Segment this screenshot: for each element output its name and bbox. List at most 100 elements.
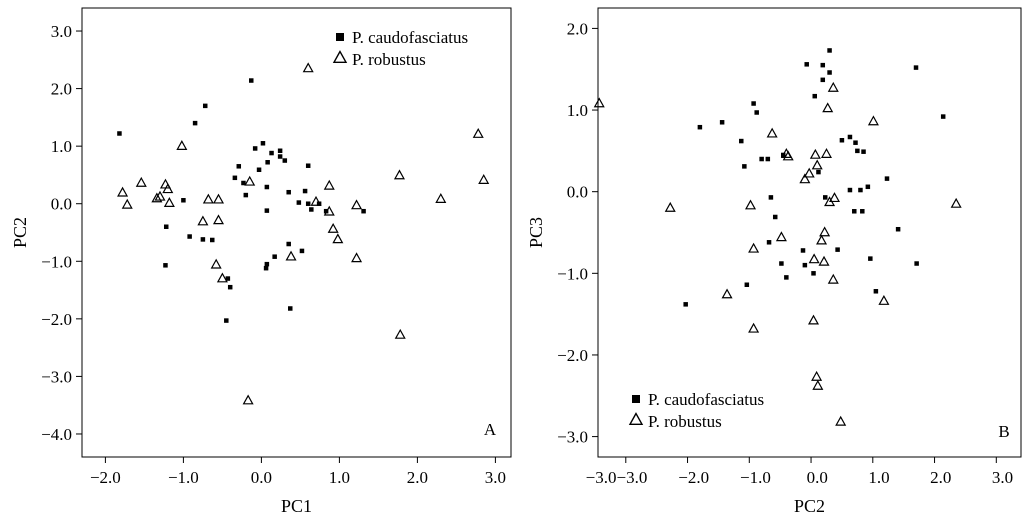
data-point-triangle — [828, 192, 841, 203]
data-point-triangle — [163, 197, 175, 207]
data-point-triangle — [302, 62, 314, 73]
data-point-triangle — [393, 169, 405, 180]
data-point-square — [816, 169, 821, 175]
data-point-square — [766, 240, 772, 245]
data-point-triangle — [809, 148, 821, 159]
data-point-square — [751, 101, 756, 106]
legend-triangle-marker — [332, 50, 348, 64]
data-point-square — [256, 167, 262, 173]
x-tick-label: −3.0 — [617, 468, 648, 487]
data-point-triangle — [766, 127, 778, 138]
data-point-triangle — [799, 173, 811, 184]
data-point-triangle — [212, 214, 225, 225]
data-point-square — [269, 150, 274, 156]
series-p-robustus — [117, 62, 490, 405]
data-point-triangle — [950, 197, 962, 208]
panel-b-scatter-plot: −3.0−2.0−1.00.01.02.0−3.0 −3.0 −2.0 −1.0 0.0… — [526, 7, 1022, 516]
data-point-triangle — [323, 179, 335, 190]
data-point-square — [296, 200, 302, 205]
x-tick-label: 1.0 — [329, 468, 350, 487]
data-point-triangle — [244, 175, 256, 186]
data-point-triangle — [811, 159, 823, 170]
series-p-robustus — [593, 81, 962, 426]
x-tick-label: 3.0 — [485, 468, 506, 487]
data-point-square — [895, 226, 901, 232]
data-point-square — [163, 263, 168, 268]
y-tick-label: 3.0 — [51, 22, 72, 41]
data-point-triangle — [748, 322, 760, 333]
data-point-square — [282, 158, 288, 163]
data-point-square — [940, 114, 946, 119]
x-tick-label: −2.0 — [90, 468, 121, 487]
data-point-square — [784, 275, 789, 280]
y-tick-label: −2.0 — [557, 346, 588, 365]
data-point-square — [800, 248, 806, 253]
data-point-triangle — [242, 394, 254, 405]
data-point-square — [914, 261, 919, 266]
y-tick-label: 2.0 — [51, 80, 72, 99]
data-point-square — [277, 154, 283, 159]
data-point-triangle — [818, 255, 830, 266]
data-point-triangle — [117, 186, 129, 197]
data-point-triangle — [351, 252, 363, 263]
data-point-square — [227, 284, 233, 290]
data-point-square — [802, 262, 808, 268]
legend-square-marker — [336, 33, 344, 41]
x-tick-label: 0.0 — [807, 468, 828, 487]
data-point-square — [913, 65, 919, 70]
data-point-square — [827, 70, 832, 75]
data-point-triangle — [803, 167, 815, 178]
y-axis-title: PC2 — [10, 217, 30, 248]
data-point-square — [744, 282, 750, 287]
data-point-square — [765, 156, 771, 162]
data-point-square — [860, 209, 865, 214]
y-tick-label: −1.0 — [41, 252, 72, 271]
data-point-square — [323, 208, 329, 214]
legend-label: P. caudofasciatus — [648, 390, 764, 409]
data-point-square — [305, 201, 311, 206]
x-tick-label: 3.0 — [992, 468, 1013, 487]
data-point-triangle — [202, 193, 214, 204]
data-point-triangle — [827, 81, 839, 92]
data-point-square — [861, 149, 866, 154]
data-point-square — [683, 302, 688, 307]
data-point-square — [847, 187, 853, 193]
data-point-square — [839, 138, 845, 143]
x-tick-label: −3.0 — [586, 468, 617, 487]
data-point-triangle — [332, 233, 344, 244]
data-point-square — [812, 93, 817, 99]
data-point-square — [868, 256, 873, 261]
data-point-triangle — [210, 258, 222, 269]
legend-label: P. robustus — [648, 412, 722, 431]
data-point-triangle — [154, 190, 166, 201]
data-point-triangle — [808, 253, 820, 264]
data-point-square — [288, 306, 293, 311]
x-axis-title: PC2 — [794, 496, 825, 516]
data-point-square — [742, 164, 747, 169]
data-point-square — [309, 207, 314, 212]
data-point-square — [779, 261, 784, 266]
data-point-triangle — [878, 294, 890, 305]
data-point-triangle — [745, 199, 757, 210]
data-point-square — [361, 208, 366, 214]
data-point-square — [187, 234, 192, 239]
panel-a-scatter-plot: −4.0 −3.0 −2.0 −1.0 0.0 1.0 2.0 3.0 −2.0 −1.0 0.0 1… — [10, 7, 512, 516]
data-point-triangle — [351, 199, 363, 210]
data-point-triangle — [472, 127, 484, 138]
data-point-triangle — [593, 97, 605, 108]
data-point-square — [697, 124, 703, 130]
data-point-square — [286, 189, 291, 195]
plot-frame — [81, 7, 512, 458]
data-point-square — [286, 241, 291, 247]
data-point-triangle — [216, 272, 228, 283]
data-point-square — [855, 148, 860, 154]
data-point-square — [163, 224, 169, 229]
data-point-square — [277, 148, 283, 154]
y-tick-label: −1.0 — [557, 264, 588, 283]
data-point-square — [858, 187, 863, 193]
y-tick-label: 2.0 — [567, 19, 588, 38]
panel-label: B — [998, 422, 1009, 441]
data-point-triangle — [310, 195, 322, 206]
y-tick-label: 1.0 — [567, 101, 588, 120]
